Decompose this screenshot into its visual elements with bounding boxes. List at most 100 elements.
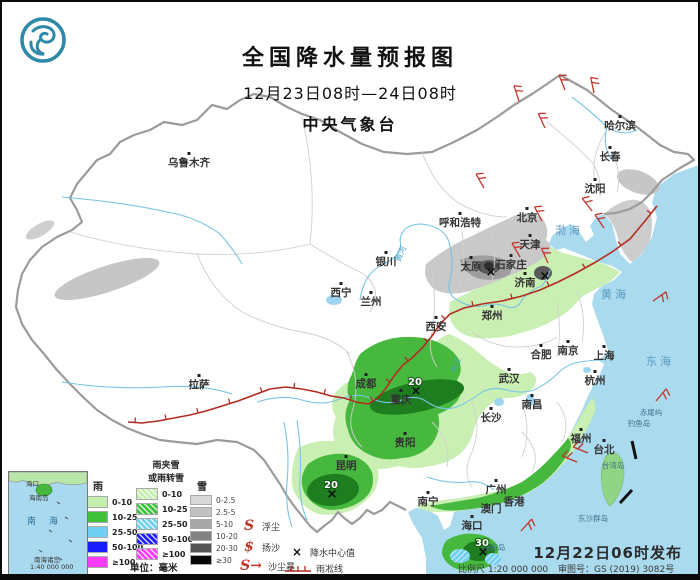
legend-dust-storm: S→ 沙尘暴 bbox=[238, 558, 295, 574]
precip-center-x-icon: × bbox=[486, 265, 497, 280]
city-label: 西宁 bbox=[331, 286, 352, 299]
legend-swatch bbox=[86, 541, 108, 553]
legend-swatch bbox=[190, 555, 212, 565]
dust-label: 浮尘 bbox=[262, 522, 281, 533]
taiwan-island bbox=[601, 452, 625, 507]
city-label: 成都 bbox=[356, 377, 377, 390]
glaze-tick bbox=[441, 315, 446, 320]
glaze-tick bbox=[196, 407, 199, 414]
legend-label: 0-10 bbox=[112, 497, 133, 507]
legend-label: 25-50 bbox=[162, 519, 188, 529]
city-label: 武汉 bbox=[499, 372, 520, 385]
legend-label: 25-50 bbox=[112, 527, 138, 537]
city-dot bbox=[523, 272, 527, 275]
glaze-tick bbox=[293, 382, 296, 389]
city-label: 西安 bbox=[426, 320, 447, 333]
glaze-tick bbox=[423, 337, 428, 343]
city-dot bbox=[602, 439, 606, 442]
city-label: 上海 bbox=[594, 349, 615, 362]
city-dot bbox=[509, 254, 513, 257]
city-dot bbox=[579, 428, 583, 431]
city-label: 哈尔滨 bbox=[604, 119, 636, 132]
precip-center-x-icon: × bbox=[327, 487, 338, 502]
dust-label: 扬沙 bbox=[262, 543, 281, 554]
city-label: 济南 bbox=[515, 276, 536, 289]
precip-center-value: 20 bbox=[324, 480, 338, 491]
wind-barb-icon bbox=[590, 75, 602, 94]
rain-area-25-50-hatched bbox=[450, 549, 501, 565]
glaze-tick bbox=[259, 387, 263, 393]
glaze-tick bbox=[349, 395, 353, 401]
dust-dollar-icon: $ bbox=[244, 539, 254, 555]
city-label: 昆明 bbox=[336, 460, 357, 472]
ne-gray-patch bbox=[616, 169, 660, 195]
cma-logo bbox=[18, 15, 68, 69]
city-dot bbox=[528, 234, 532, 237]
legend-label: 20-30 bbox=[216, 543, 238, 553]
legend-glaze: 雨凇线 bbox=[284, 562, 344, 575]
legend-sleet-title-2: 或雨转雪 bbox=[147, 474, 184, 484]
glaze-label: 雨凇线 bbox=[316, 565, 344, 575]
south-china-sea-inset: 海口 海南岛 南 海 南海诸岛 1:40 000 000 bbox=[8, 471, 88, 574]
glaze-tick bbox=[369, 396, 374, 402]
city-dot bbox=[618, 115, 622, 118]
city-dot bbox=[458, 212, 462, 215]
city-label: 南宁 bbox=[418, 495, 439, 508]
city-label: 长沙 bbox=[481, 411, 502, 424]
glaze-tick bbox=[471, 300, 474, 307]
city-dot bbox=[384, 251, 388, 254]
dust-S-icon: S bbox=[243, 518, 255, 534]
island-mark-layer bbox=[618, 440, 638, 505]
city-dot bbox=[434, 316, 438, 319]
dust-label: 沙尘暴 bbox=[268, 562, 296, 573]
wind-barb-icon bbox=[537, 109, 552, 129]
city-label: 乌鲁木齐 bbox=[168, 156, 210, 169]
legend-rain: 雨 0-10 10-25 25-50 50-100 ≥100 bbox=[86, 478, 143, 568]
legend-swatch-hatched bbox=[136, 518, 158, 530]
legend-label: 0-2.5 bbox=[216, 495, 236, 505]
city-dot bbox=[197, 374, 201, 377]
legend-swatch-hatched bbox=[136, 533, 158, 545]
legend-swatch bbox=[190, 543, 212, 553]
inset-hainan-label: 海南岛 bbox=[29, 494, 49, 502]
city-label: 沈阳 bbox=[585, 182, 606, 195]
island-label: 钓鱼岛 bbox=[628, 418, 651, 428]
island-label: 海南岛 bbox=[483, 542, 506, 552]
city-dot bbox=[530, 394, 534, 397]
legend-label: ≥100 bbox=[112, 557, 136, 567]
glaze-tick bbox=[385, 378, 391, 383]
precip-center-x-icon: × bbox=[540, 269, 551, 284]
river-label: 黄河 bbox=[392, 244, 408, 263]
snow-areas bbox=[25, 213, 552, 301]
lakes bbox=[326, 295, 591, 406]
wind-barb-icon bbox=[475, 169, 491, 189]
inset-islands-label: 南海诸岛 bbox=[34, 556, 60, 564]
city-label: 石家庄 bbox=[494, 258, 527, 271]
city-dot bbox=[593, 178, 597, 181]
glaze-line-layer bbox=[127, 205, 658, 424]
city-label: 广州 bbox=[486, 483, 507, 496]
glaze-tick bbox=[404, 356, 409, 362]
center-marker-label: 降水中心值 bbox=[310, 548, 356, 559]
glaze-tick bbox=[546, 281, 550, 287]
glaze-tick bbox=[323, 389, 326, 395]
legend-swatch bbox=[190, 519, 212, 529]
city-label: 重庆 bbox=[391, 393, 412, 406]
city-dot bbox=[339, 282, 343, 285]
city-dot bbox=[369, 291, 373, 294]
legend-label: 2.5-5 bbox=[216, 507, 236, 517]
glaze-tick bbox=[646, 209, 652, 215]
legend-center-marker: × 降水中心值 bbox=[288, 545, 355, 559]
legend-label: 10-20 bbox=[216, 531, 238, 541]
legend-swatch bbox=[86, 556, 108, 568]
city-label: 台北 bbox=[594, 443, 615, 456]
rivers bbox=[61, 96, 638, 528]
island-label: 东沙群岛 bbox=[578, 513, 608, 523]
city-label: 海口 bbox=[462, 519, 483, 532]
city-label: 南京 bbox=[558, 344, 579, 357]
legend-dust-floating: S 浮尘 bbox=[240, 518, 280, 534]
city-dot bbox=[344, 455, 348, 458]
province-borders bbox=[69, 116, 620, 488]
approval-number: 审图号：GS (2019) 3082号 bbox=[558, 565, 675, 575]
